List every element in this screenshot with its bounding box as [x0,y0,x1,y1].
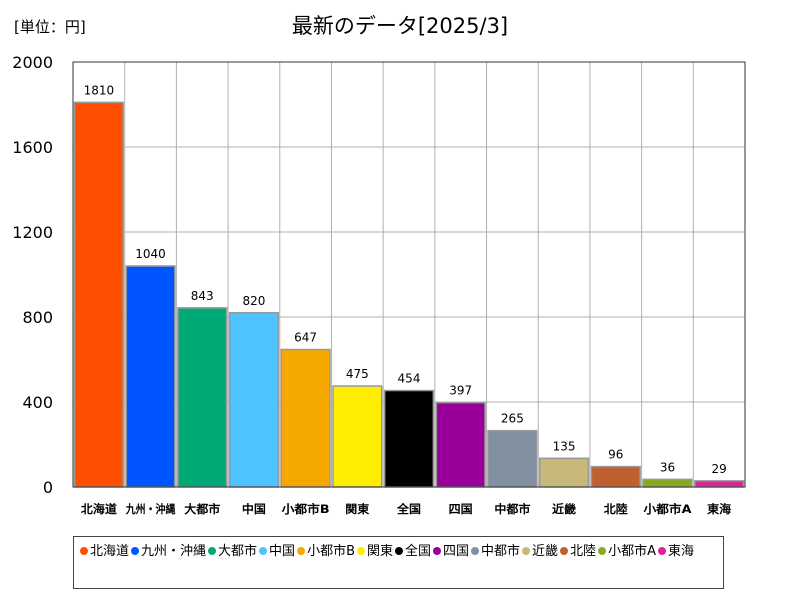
x-tick-label: 東海 [707,502,732,516]
bar [383,389,435,488]
legend-marker [208,547,217,555]
legend-marker [131,547,140,555]
data-label: 135 [553,439,576,453]
y-tick-label: 400 [22,393,53,412]
legend-item: 近畿 [522,541,558,562]
bar [694,480,745,488]
legend-item: 中都市 [471,541,520,562]
bar [487,429,538,488]
y-tick-label: 2000 [12,53,53,72]
x-tick-label: 中国 [242,502,266,516]
data-label: 265 [501,412,524,426]
legend-label: 大都市 [218,544,258,559]
bar [280,348,331,488]
legend-label: 中都市 [481,544,521,559]
plot-border [72,61,746,488]
legend-item: 小都市B [297,541,355,562]
legend-label: 東海 [667,544,694,559]
x-tick-label: 中都市 [494,502,531,516]
y-tick-label: 800 [22,308,53,327]
legend-marker [395,547,403,555]
data-label: 29 [712,462,727,476]
unit-label: [単位：円] [14,18,86,36]
bar [435,401,486,488]
legend-label: 中国 [269,544,296,559]
bar [642,478,693,488]
bar-chart: 0 400 800 1200 1600 2000 1810 北海道 1040 九州・沖縄 843 大都… [12,53,746,516]
bar [228,312,280,488]
legend-item: 北陸 [560,541,596,562]
x-tick-label: 大都市 [184,502,221,516]
data-label: 1040 [135,247,166,261]
legend-marker [598,547,607,555]
legend-item: 全国 [395,541,431,562]
bar [538,457,590,488]
legend-item: 関東 [356,541,393,562]
x-tick-label: 関東 [345,502,370,516]
legend-marker [657,547,666,555]
y-tick-label: 0 [43,478,53,497]
data-label: 397 [449,384,472,398]
legend-label: 北海道 [90,544,130,559]
legend-label: 関東 [366,544,393,559]
legend-marker [433,547,442,555]
legend-label: 北陸 [570,544,597,559]
legend-label: 小都市A [608,544,656,559]
bar [332,385,383,488]
data-label: 647 [294,331,317,345]
legend-label: 九州・沖縄 [141,544,207,559]
x-tick-label: 全国 [396,502,421,516]
legend-marker [297,547,306,555]
legend-marker [356,547,365,555]
x-tick-label: 北陸 [604,502,629,516]
legend-item: 四国 [433,541,469,562]
legend-item: 九州・沖縄 [131,541,206,562]
y-tick-label: 1600 [12,138,53,157]
legend-item: 中国 [259,541,295,562]
legend-item: 小都市A [598,541,656,562]
legend-marker [560,547,569,555]
legend-marker [259,547,268,555]
legend-item: 大都市 [208,541,257,562]
data-label: 820 [242,294,265,308]
legend: 北海道 九州・沖縄 大都市 中国 小都市B 関東 全国 四国 中都市 近畿 北陸 小都市A 東海 [73,536,724,589]
bar [177,307,228,488]
data-label: 843 [191,289,214,303]
legend-item: 東海 [657,541,694,562]
legend-label: 小都市B [307,544,355,559]
y-tick-label: 1200 [12,223,53,242]
chart-title: 最新のデータ[2025/3] [291,14,509,38]
x-tick-label: 小都市A [642,502,691,516]
legend-marker [522,547,531,555]
legend-label: 近畿 [532,544,559,559]
legend-marker [471,547,480,555]
x-tick-label: 四国 [449,502,473,516]
legend-label: 四国 [443,544,470,559]
data-label: 96 [608,448,623,462]
data-label: 454 [398,372,421,386]
data-label: 475 [346,367,369,381]
legend-marker [80,547,88,555]
bar [590,465,641,488]
x-tick-label: 近畿 [552,502,577,516]
bar [73,101,124,488]
x-tick-label: 北海道 [81,502,118,516]
bar [125,265,176,488]
legend-label: 全国 [405,544,432,559]
legend-item: 北海道 [80,541,129,562]
x-tick-label: 小都市B [281,502,330,516]
data-label: 36 [660,460,675,474]
data-label: 1810 [84,83,115,97]
x-tick-label: 九州・沖縄 [125,502,176,516]
